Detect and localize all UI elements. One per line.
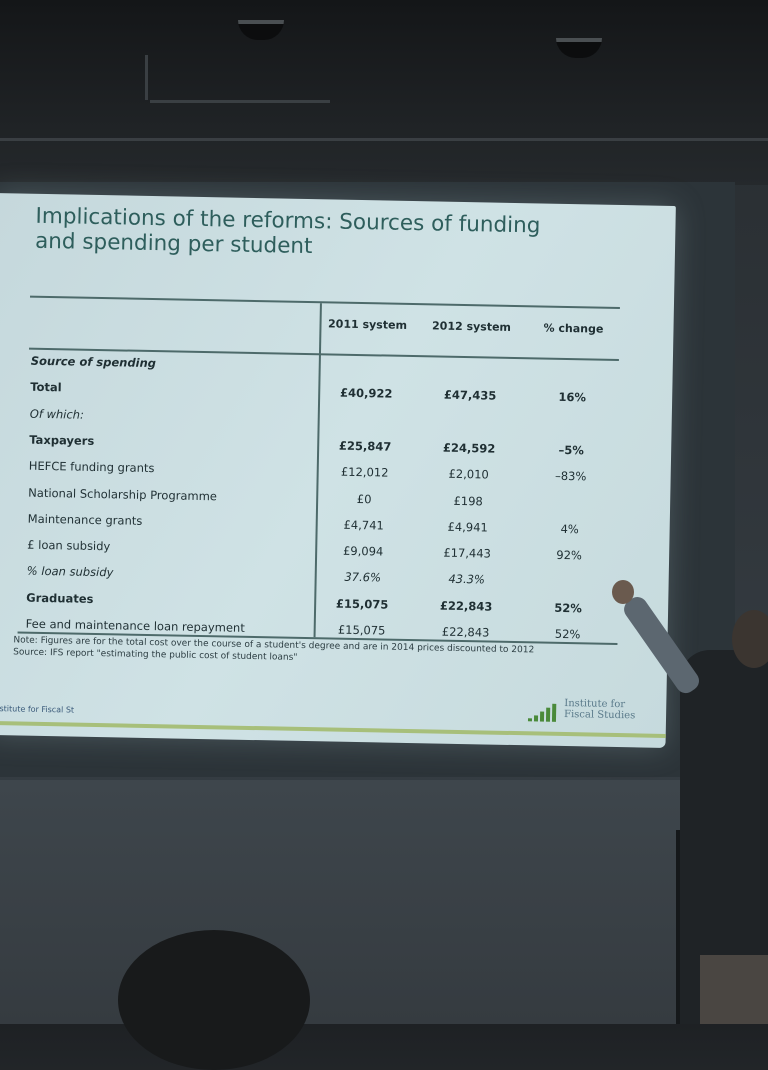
value-2012: £22,843 xyxy=(439,598,493,614)
row-label: % loan subsidy xyxy=(26,564,114,580)
row-label: Source of spending xyxy=(30,353,157,371)
row-label: Of which: xyxy=(29,406,85,422)
table-row: £ loan subsidy £9,094 £17,443 92% xyxy=(27,538,627,568)
table-row: % loan subsidy 37.6% 43.3% xyxy=(27,564,627,594)
presenter-hand xyxy=(612,580,634,604)
value-2011: £15,075 xyxy=(335,596,389,612)
percent-change: 52% xyxy=(554,600,583,616)
row-label: National Scholarship Programme xyxy=(28,485,218,503)
value-2011: 37.6% xyxy=(344,570,382,585)
wall xyxy=(0,780,768,1024)
percent-change: –83% xyxy=(554,468,587,484)
percent-change xyxy=(539,574,599,575)
value-2012: £17,443 xyxy=(443,545,492,561)
value-2011: £4,741 xyxy=(343,517,384,533)
value-2012: £22,843 xyxy=(441,624,490,640)
percent-change: 92% xyxy=(556,547,583,563)
column-header-2012: 2012 system xyxy=(431,319,512,334)
row-label: Total xyxy=(30,379,62,395)
value-2011: £25,847 xyxy=(338,438,392,454)
value-2012: £24,592 xyxy=(442,440,496,456)
value-2011 xyxy=(326,412,406,414)
presenter-head xyxy=(732,610,768,668)
column-header-change: % change xyxy=(543,321,604,336)
logo-bars-icon xyxy=(527,703,557,722)
row-label: HEFCE funding grants xyxy=(28,458,155,476)
ifs-logo: Institute for Fiscal Studies xyxy=(527,695,649,727)
row-label: Fee and maintenance loan repayment xyxy=(25,616,245,635)
desk xyxy=(700,955,768,1024)
ceiling-light xyxy=(238,20,284,40)
table-row: Maintenance grants £4,741 £4,941 4% xyxy=(28,511,628,541)
percent-change xyxy=(543,364,603,365)
value-2012: £2,010 xyxy=(448,466,489,482)
value-2011: £40,922 xyxy=(339,385,393,401)
ceiling xyxy=(0,0,768,185)
row-label: Taxpayers xyxy=(29,432,95,448)
table-row: Of which: xyxy=(30,406,630,436)
ceiling-light xyxy=(556,38,602,58)
percent-change xyxy=(540,495,600,496)
table-row: Taxpayers £25,847 £24,592 –5% xyxy=(29,433,629,463)
value-2012: £47,435 xyxy=(443,387,497,403)
ceiling-beam xyxy=(0,138,768,141)
presentation-slide: Implications of the reforms: Sources of … xyxy=(0,193,676,748)
table-row: National Scholarship Programme £0 £198 xyxy=(28,485,628,515)
slide-title: Implications of the reforms: Sources of … xyxy=(35,204,541,264)
footer-text: Institute for Fiscal St xyxy=(0,704,75,715)
value-2012: 43.3% xyxy=(448,572,486,587)
value-2011: £9,094 xyxy=(342,543,384,559)
value-2012: £4,941 xyxy=(447,519,488,535)
percent-change: 16% xyxy=(558,390,587,405)
value-2012 xyxy=(430,414,510,416)
value-2012 xyxy=(431,361,511,363)
value-2011: £0 xyxy=(356,491,372,506)
value-2011: £12,012 xyxy=(340,464,389,480)
ceiling-beam xyxy=(145,55,148,100)
table-row: Graduates £15,075 £22,843 52% xyxy=(26,590,626,620)
percent-change xyxy=(542,416,602,417)
column-header-2011: 2011 system xyxy=(327,317,408,332)
value-2012: £198 xyxy=(453,493,483,508)
table-row: HEFCE funding grants £12,012 £2,010 –83% xyxy=(29,459,629,489)
row-label: Graduates xyxy=(26,590,94,606)
audience-member-head xyxy=(118,930,310,1070)
logo-line-2: Fiscal Studies xyxy=(563,709,636,722)
ceiling-beam xyxy=(150,100,330,103)
percent-change: 52% xyxy=(554,626,581,642)
value-2011 xyxy=(327,359,407,361)
table-top-rule xyxy=(29,295,620,309)
percent-change: 4% xyxy=(560,521,579,537)
row-label: Maintenance grants xyxy=(27,511,143,528)
percent-change: –5% xyxy=(558,442,584,458)
table-row: Total £40,922 £47,435 16% xyxy=(30,380,630,410)
value-2011: £15,075 xyxy=(337,622,386,638)
row-label: £ loan subsidy xyxy=(27,537,111,554)
